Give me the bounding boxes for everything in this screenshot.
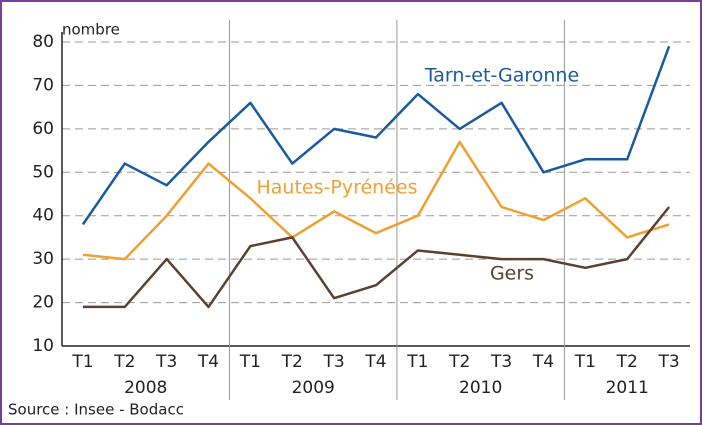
year-label: 2010 <box>459 378 502 398</box>
x-tick-label: T1 <box>239 352 261 372</box>
x-tick-label: T4 <box>532 352 554 372</box>
series-line <box>82 140 670 261</box>
x-tick-label: T1 <box>406 352 428 372</box>
x-tick-label: T1 <box>574 352 596 372</box>
x-tick-label: T3 <box>490 352 512 372</box>
y-tick-label: 80 <box>32 32 54 52</box>
source: Source : Insee - Bodacc <box>8 401 184 419</box>
series-label: Gers <box>490 263 534 285</box>
year-label: 2008 <box>124 378 167 398</box>
x-tick-label: T1 <box>71 352 93 372</box>
x-tick-label: T2 <box>448 352 470 372</box>
y-tick-label: 40 <box>32 206 54 226</box>
x-tick-label: T3 <box>657 352 679 372</box>
x-tick-label: T3 <box>155 352 177 372</box>
y-tick-label: 50 <box>32 162 54 182</box>
y-tick-label: 10 <box>32 336 54 356</box>
y-tick-label: 30 <box>32 249 54 269</box>
series-label: Tarn-et-Garonne <box>424 65 579 87</box>
year-label: 2011 <box>606 378 649 398</box>
y-tick-label: 70 <box>32 75 54 95</box>
series-line <box>82 206 671 309</box>
y-tick-label: 60 <box>32 119 54 139</box>
x-tick-label: T2 <box>616 352 638 372</box>
year-label: 2009 <box>292 378 335 398</box>
x-tick-label: T3 <box>323 352 345 372</box>
x-tick-label: T2 <box>113 352 135 372</box>
x-tick-label: T4 <box>364 352 386 372</box>
x-tick-label: T2 <box>281 352 303 372</box>
series-line <box>81 45 671 226</box>
x-tick-label: T4 <box>197 352 219 372</box>
series-label: Hautes-Pyrénées <box>257 177 418 199</box>
y-tick-label: 20 <box>32 293 54 313</box>
y-axis-label: nombre <box>62 21 120 39</box>
